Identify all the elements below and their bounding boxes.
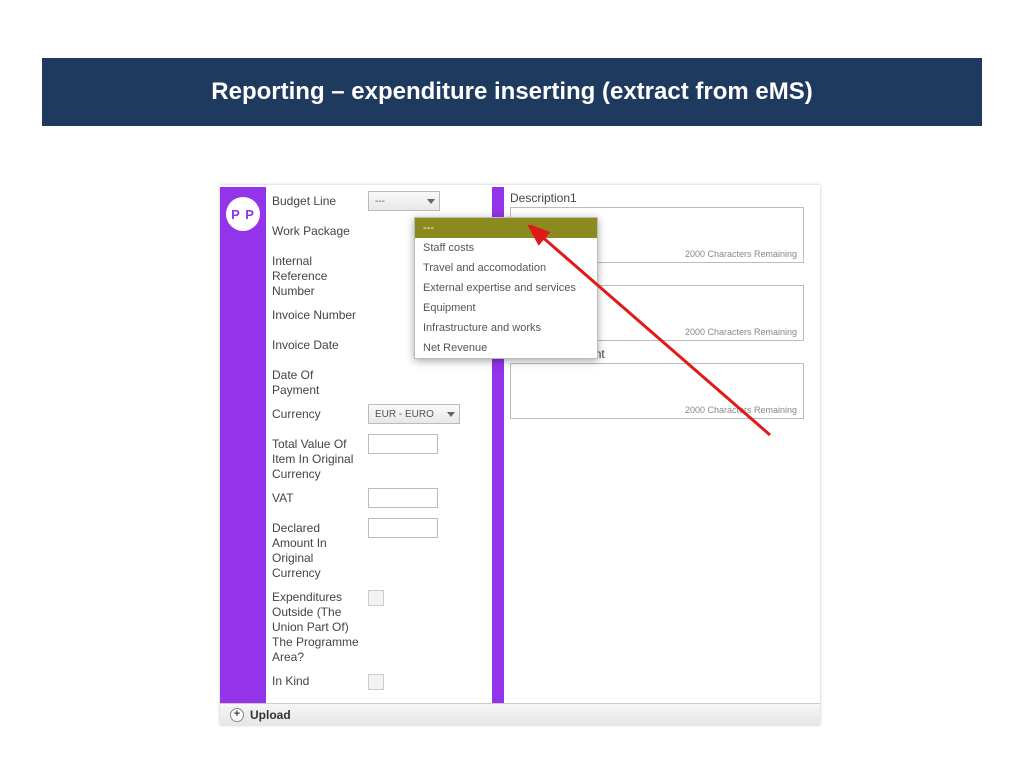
dropdown-option[interactable]: External expertise and services: [415, 278, 597, 298]
remaining-description2: 2000 Characters Remaining: [685, 327, 797, 337]
label-declared-amount: Declared Amount In Original Currency: [272, 518, 368, 581]
row-total-value: Total Value Of Item In Original Currency: [272, 434, 490, 482]
row-currency: Currency EUR - EURO: [272, 404, 490, 428]
row-payment-date: Date Of Payment: [272, 365, 490, 398]
slide-title: Reporting – expenditure inserting (extra…: [211, 78, 812, 106]
input-vat[interactable]: [368, 488, 438, 508]
select-budget-line-value: ---: [375, 196, 385, 207]
slide-title-bar: Reporting – expenditure inserting (extra…: [42, 58, 982, 126]
dropdown-option[interactable]: Infrastructure and works: [415, 318, 597, 338]
plus-icon: +: [230, 708, 244, 722]
checkbox-in-kind[interactable]: [368, 674, 384, 690]
label-expenditures-outside: Expenditures Outside (The Union Part Of)…: [272, 587, 368, 665]
label-in-kind: In Kind: [272, 671, 368, 689]
label-budget-line: Budget Line: [272, 191, 368, 209]
pp-badge: P P: [226, 197, 260, 231]
chevron-down-icon: [427, 199, 435, 204]
checkbox-expenditures-outside[interactable]: [368, 590, 384, 606]
upload-bar[interactable]: + Upload: [220, 703, 820, 725]
label-invoice-date: Invoice Date: [272, 335, 368, 353]
label-currency: Currency: [272, 404, 368, 422]
dropdown-option[interactable]: Travel and accomodation: [415, 258, 597, 278]
dropdown-option[interactable]: Net Revenue: [415, 338, 597, 358]
select-currency[interactable]: EUR - EURO: [368, 404, 460, 424]
label-description1: Description1: [510, 191, 810, 205]
remaining-description1: 2000 Characters Remaining: [685, 249, 797, 259]
ems-form-panel: P P Budget Line --- Work Package Interna…: [220, 185, 820, 725]
row-expenditures-outside: Expenditures Outside (The Union Part Of)…: [272, 587, 490, 665]
input-declared-amount[interactable]: [368, 518, 438, 538]
row-vat: VAT: [272, 488, 490, 512]
label-work-package: Work Package: [272, 221, 368, 239]
select-budget-line[interactable]: ---: [368, 191, 440, 211]
label-payment-date: Date Of Payment: [272, 365, 368, 398]
dropdown-option[interactable]: Equipment: [415, 298, 597, 318]
row-in-kind: In Kind: [272, 671, 490, 695]
row-declared-amount: Declared Amount In Original Currency: [272, 518, 490, 581]
dropdown-option[interactable]: Staff costs: [415, 238, 597, 258]
label-vat: VAT: [272, 488, 368, 506]
upload-label: Upload: [250, 708, 291, 722]
label-internal-ref: Internal Reference Number: [272, 251, 368, 299]
label-invoice-number: Invoice Number: [272, 305, 368, 323]
input-total-value[interactable]: [368, 434, 438, 454]
dropdown-option[interactable]: ---: [415, 218, 597, 238]
textarea-partner-comment[interactable]: 2000 Characters Remaining: [510, 363, 804, 419]
left-sidebar-stripe: P P: [220, 187, 266, 711]
budget-line-dropdown[interactable]: --- Staff costs Travel and accomodation …: [414, 217, 598, 359]
row-budget-line: Budget Line ---: [272, 191, 490, 215]
select-currency-value: EUR - EURO: [375, 409, 434, 420]
label-total-value: Total Value Of Item In Original Currency: [272, 434, 368, 482]
remaining-partner-comment: 2000 Characters Remaining: [685, 405, 797, 415]
chevron-down-icon: [447, 412, 455, 417]
